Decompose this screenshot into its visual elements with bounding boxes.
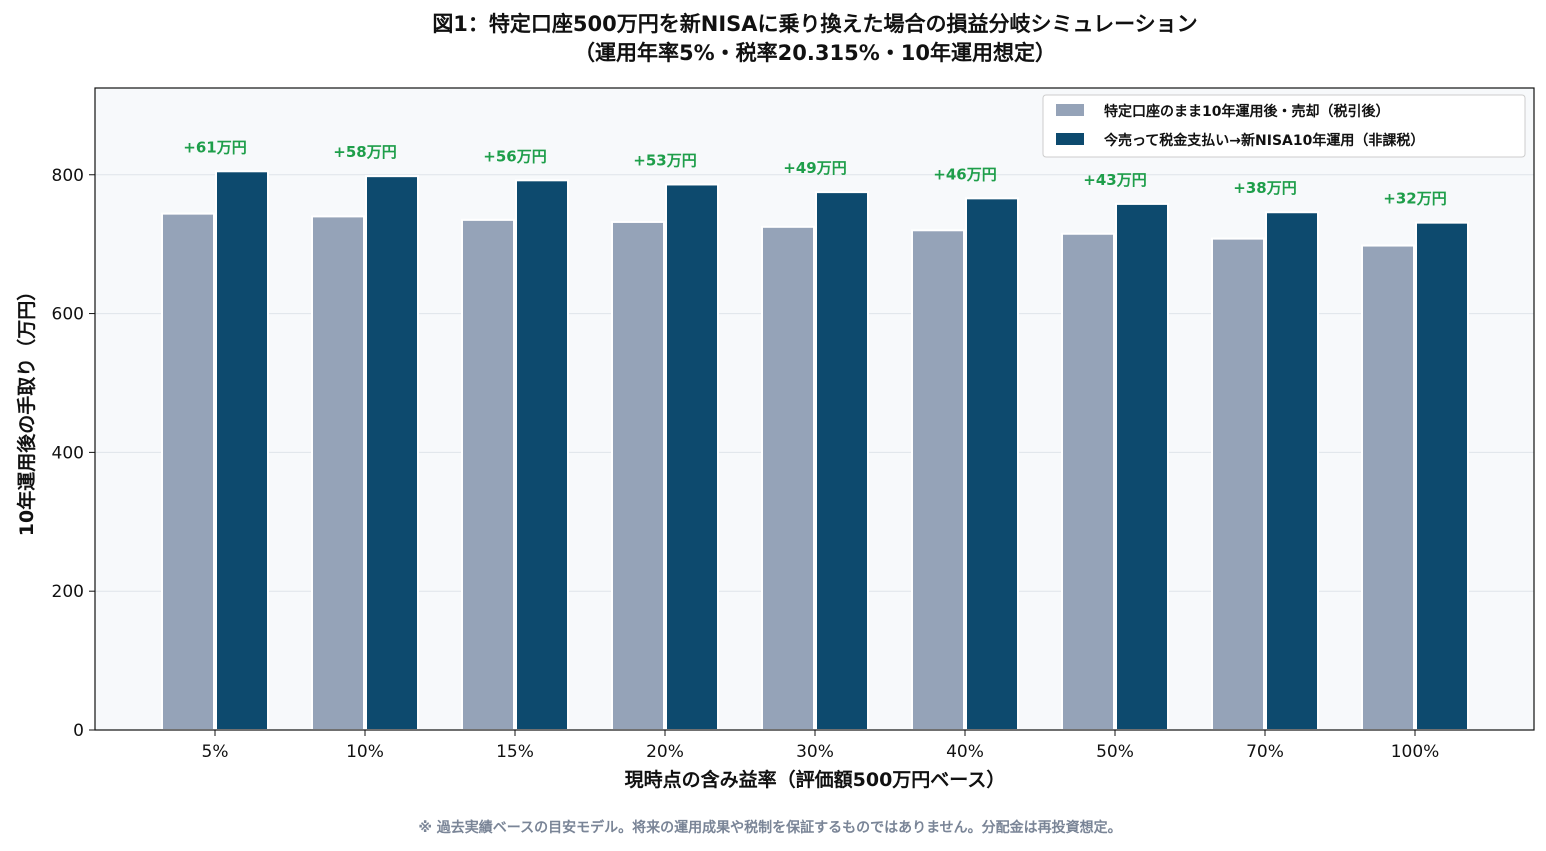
bar-annotation: +61万円 <box>183 138 246 156</box>
x-tick-label: 50% <box>1096 742 1134 762</box>
bar-annotation: +46万円 <box>933 165 996 183</box>
y-tick-label: 400 <box>52 443 84 463</box>
bar-series-1-5 <box>965 197 1019 731</box>
y-tick-label: 0 <box>73 721 84 741</box>
x-tick-label: 20% <box>646 742 684 762</box>
x-tick-label: 10% <box>346 742 384 762</box>
x-tick-label: 30% <box>796 742 834 762</box>
x-axis-label: 現時点の含み益率（評価額500万円ベース） <box>625 768 1006 791</box>
bar-annotation: +38万円 <box>1233 179 1296 197</box>
y-tick-label: 600 <box>52 305 84 325</box>
x-tick-label: 40% <box>946 742 984 762</box>
y-axis-label: 10年運用後の手取り（万円） <box>15 282 38 536</box>
y-axis-ticks: 0 200 400 600 800 <box>52 166 95 741</box>
bar-series-1-8 <box>1415 221 1469 731</box>
bar-series-1-2 <box>515 179 569 731</box>
bar-series-1-1 <box>365 175 419 732</box>
bar-series-1-3 <box>665 183 719 731</box>
bar-annotations: +61万円 +58万円 +56万円 +53万円 +49万円 +46万円 +43万円 +38万円… <box>183 138 1446 207</box>
bar-series-0-1 <box>311 215 365 731</box>
bar-series-0-6 <box>1061 232 1115 732</box>
x-tick-label: 100% <box>1391 742 1440 762</box>
y-tick-label: 200 <box>52 582 84 602</box>
bars <box>161 170 1469 732</box>
x-axis-ticks: 5% 10% 15% 20% 30% 40% 50% 70% 100% <box>202 730 1440 762</box>
legend-frame <box>1042 94 1526 158</box>
y-tick-label: 800 <box>52 166 84 186</box>
bar-series-1-6 <box>1115 202 1169 731</box>
bar-series-0-4 <box>761 225 815 731</box>
bar-annotation: +43万円 <box>1083 171 1146 189</box>
bar-series-0-3 <box>611 220 665 732</box>
bar-annotation: +53万円 <box>633 151 696 169</box>
bar-series-0-5 <box>911 229 965 732</box>
chart-subtitle: （運用年率5%・税率20.315%・10年運用想定） <box>574 41 1056 65</box>
legend-swatch-0 <box>1056 104 1084 116</box>
legend-entry-0: 特定口座のまま10年運用後・売却（税引後） <box>1104 103 1389 120</box>
bar-annotation: +56万円 <box>483 147 546 165</box>
legend-entry-1: 今売って税金支払い→新NISA10年運用（非課税） <box>1103 132 1424 149</box>
bar-series-0-7 <box>1211 237 1265 731</box>
bar-annotation: +49万円 <box>783 159 846 177</box>
legend: 特定口座のまま10年運用後・売却（税引後） 今売って税金支払い→新NISA10年… <box>1042 94 1526 158</box>
bar-series-1-7 <box>1265 211 1319 732</box>
x-tick-label: 15% <box>496 742 534 762</box>
bar-series-0-2 <box>461 218 515 731</box>
x-tick-label: 5% <box>202 742 229 762</box>
x-tick-label: 70% <box>1246 742 1284 762</box>
bar-series-1-4 <box>815 191 869 732</box>
chart-title: 図1：特定口座500万円を新NISAに乗り換えた場合の損益分岐シミュレーション <box>432 12 1197 36</box>
bar-series-1-0 <box>215 170 269 731</box>
bar-annotation: +58万円 <box>333 143 396 161</box>
footnote: ※ 過去実績ベースの目安モデル。将来の運用成果や税制を保証するものではありません… <box>418 819 1121 836</box>
legend-swatch-1 <box>1056 133 1084 145</box>
bar-series-0-8 <box>1361 244 1415 732</box>
bar-series-0-0 <box>161 212 215 731</box>
bar-annotation: +32万円 <box>1383 190 1446 208</box>
